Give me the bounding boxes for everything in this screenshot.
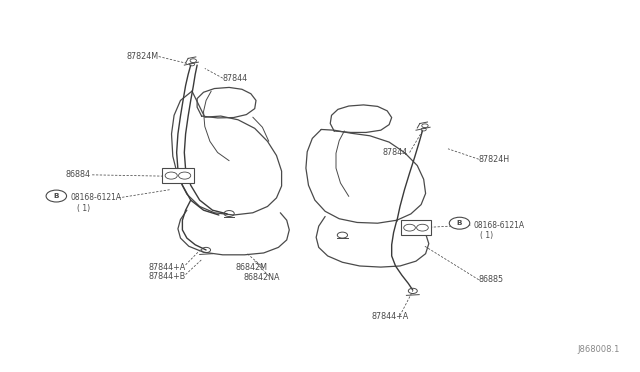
Text: ( 1): ( 1): [480, 231, 493, 240]
Text: J868008.1: J868008.1: [577, 345, 620, 354]
Circle shape: [449, 217, 470, 229]
Text: 86842NA: 86842NA: [243, 273, 280, 282]
Circle shape: [46, 190, 67, 202]
Text: B: B: [457, 220, 462, 226]
FancyBboxPatch shape: [401, 220, 431, 235]
Text: 87844+A: 87844+A: [148, 263, 186, 272]
Text: 87824M: 87824M: [127, 52, 159, 61]
Text: 87844+A: 87844+A: [371, 312, 408, 321]
Text: 08168-6121A: 08168-6121A: [70, 193, 122, 202]
Text: ( 1): ( 1): [77, 204, 90, 213]
Text: 86885: 86885: [479, 275, 504, 284]
Text: 08168-6121A: 08168-6121A: [474, 221, 525, 230]
Text: 87844: 87844: [223, 74, 248, 83]
Text: 87844+B: 87844+B: [148, 272, 186, 280]
Text: B: B: [54, 193, 59, 199]
Text: 86884: 86884: [66, 170, 91, 179]
Text: 87824H: 87824H: [479, 155, 510, 164]
FancyBboxPatch shape: [162, 168, 194, 183]
Text: 87844: 87844: [383, 148, 408, 157]
Text: 86842M: 86842M: [236, 263, 268, 272]
